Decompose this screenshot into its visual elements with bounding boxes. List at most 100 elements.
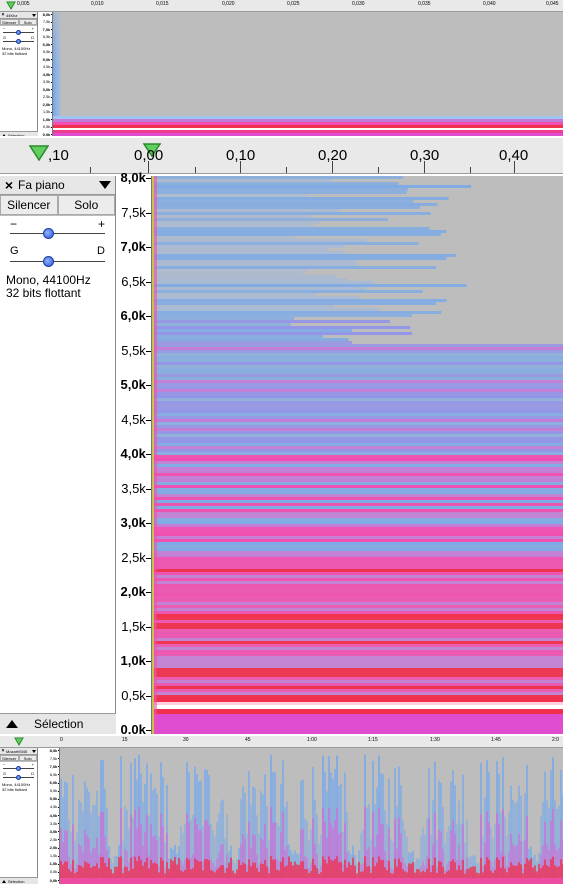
frequency-tick [50, 66, 52, 68]
spectrogram-view[interactable] [152, 176, 563, 734]
frequency-tick [146, 523, 151, 524]
track-name[interactable]: 44Khz [6, 12, 18, 18]
frequency-label: 2,0k [49, 845, 58, 851]
pan-slider-knob[interactable] [16, 39, 21, 44]
frequency-tick [146, 247, 151, 248]
ruler-tick [514, 161, 515, 173]
gain-plus-label: + [97, 217, 105, 231]
selection-button[interactable]: Sélection [0, 713, 116, 734]
frequency-label: 3,5k [49, 820, 58, 826]
play-head-marker-icon[interactable] [14, 737, 24, 746]
ruler-tick [148, 161, 149, 173]
ruler-label: 0,20 [318, 147, 348, 164]
gain-slider-knob[interactable] [16, 30, 21, 35]
ruler-label: 0,040 [483, 1, 496, 7]
track-menu-arrow-icon[interactable] [32, 749, 36, 753]
gain-slider[interactable]: − + [0, 762, 37, 771]
selection-button[interactable]: Sélection [0, 131, 38, 136]
pan-slider[interactable]: G D [0, 242, 115, 268]
frequency-label: 7,0k [49, 763, 58, 769]
ruler-label: 0,40 [499, 147, 529, 164]
frequency-tick [57, 863, 59, 865]
track-menu-arrow-icon[interactable] [32, 13, 36, 17]
timeline-ruler[interactable]: 0 15 30 45 1:00 1:15 1:30 1:45 2:0 [0, 736, 563, 748]
frequency-label: 7,5k [49, 755, 58, 761]
solo-button[interactable]: Solo [18, 755, 37, 761]
ruler-label: 1:45 [491, 737, 501, 743]
frequency-tick [57, 815, 59, 816]
mute-button[interactable]: Silencer [0, 195, 58, 215]
frequency-label: 7,5k [42, 19, 51, 25]
frequency-tick [57, 758, 59, 760]
ruler-label: 1:30 [430, 737, 440, 743]
frequency-label: 1,5k [42, 109, 51, 115]
track-name[interactable]: Mozart9345 [6, 748, 28, 754]
mute-button[interactable]: Silencer [0, 755, 19, 761]
selection-label: Sélection [34, 717, 84, 731]
frequency-label: 8,0k [42, 11, 51, 17]
close-track-icon[interactable]: × [4, 177, 14, 193]
ruler-tick [378, 167, 379, 173]
selection-label: Sélection [8, 878, 25, 884]
frequency-tick [50, 111, 52, 113]
selection-button[interactable]: Sélection [0, 877, 38, 884]
track-format-info: Mono, 44100Hz 32 bits flottant [0, 268, 115, 306]
frequency-tick [50, 89, 52, 90]
ruler-label: 1:15 [368, 737, 378, 743]
frequency-label: 0,0k [120, 722, 146, 736]
frequency-label: 8,0k [120, 170, 146, 186]
frequency-label: 4,0k [49, 812, 58, 818]
cursor-marker-icon[interactable] [142, 142, 162, 158]
ruler-tick [240, 161, 241, 173]
ruler-tick [286, 167, 287, 173]
frequency-tick [50, 104, 52, 105]
track-control-panel: × 44Khz Silencer Solo − + G D Mono, 4410… [0, 12, 38, 136]
play-head-marker-icon[interactable] [28, 144, 50, 162]
pan-slider[interactable]: G D [0, 35, 37, 44]
pan-left-label: G [3, 771, 7, 776]
collapse-up-icon[interactable] [6, 720, 18, 728]
solo-button[interactable]: Solo [57, 195, 115, 215]
gain-slider[interactable]: − + [0, 216, 115, 242]
pan-slider-knob[interactable] [43, 256, 54, 267]
mute-solo-row: Silencer Solo [0, 195, 115, 216]
pan-right-label: D [97, 245, 105, 257]
track-name[interactable]: Fa piano [18, 178, 65, 192]
frequency-tick [50, 134, 52, 135]
frequency-tick [50, 29, 52, 30]
solo-button[interactable]: Solo [18, 19, 37, 25]
track-control-panel: × Mozart9345 Silencer Solo − + G D Mono,… [0, 748, 38, 884]
frequency-tick [50, 44, 52, 45]
gain-plus-label: + [31, 26, 34, 31]
close-track-icon[interactable]: × [1, 748, 5, 754]
gain-slider[interactable]: − + [0, 26, 37, 35]
timeline-ruler[interactable]: 0,005 0,010 0,015 0,020 0,025 0,030 0,03… [0, 0, 563, 12]
pan-right-label: D [31, 771, 34, 776]
pan-slider[interactable]: G D [0, 771, 37, 780]
frequency-tick [57, 790, 59, 792]
gain-slider-knob[interactable] [16, 766, 21, 771]
ruler-tick [90, 167, 91, 173]
frequency-tick [146, 281, 151, 283]
spectrogram-view[interactable] [53, 12, 563, 136]
collapse-up-icon[interactable] [2, 879, 6, 883]
frequency-label: 4,5k [49, 804, 58, 810]
track-control-panel: × Fa piano Silencer Solo − + G D Mono, 4… [0, 176, 116, 734]
frequency-label: 2,5k [42, 94, 51, 100]
play-head-marker-icon[interactable] [6, 1, 16, 10]
gain-slider-knob[interactable] [43, 228, 54, 239]
mute-button[interactable]: Silencer [0, 19, 19, 25]
pan-slider-knob[interactable] [16, 775, 21, 780]
frequency-label: 0,5k [42, 124, 51, 130]
ruler-label: 0,030 [352, 1, 365, 7]
close-track-icon[interactable]: × [1, 12, 5, 18]
pan-slider-track [10, 261, 105, 262]
timeline-ruler[interactable]: ,10 0,00 0,10 0,20 0,30 0,40 [0, 138, 563, 174]
frequency-tick [57, 880, 59, 881]
frequency-label: 5,5k [121, 342, 146, 358]
frequency-tick [57, 798, 59, 800]
spectrogram-view[interactable] [60, 748, 563, 884]
frequency-tick [50, 51, 52, 53]
track-menu-arrow-icon[interactable] [99, 181, 111, 189]
collapse-up-icon[interactable] [2, 133, 6, 136]
